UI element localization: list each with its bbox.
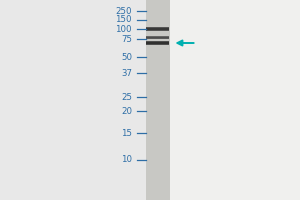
Bar — [146, 30, 169, 31]
Text: 75: 75 — [121, 34, 132, 44]
Text: 10: 10 — [121, 156, 132, 164]
Text: 25: 25 — [121, 92, 132, 102]
Bar — [169, 0, 300, 200]
Text: 50: 50 — [121, 52, 132, 62]
Text: 37: 37 — [121, 68, 132, 77]
Bar — [146, 42, 170, 43]
Text: 20: 20 — [121, 107, 132, 116]
Bar — [146, 29, 170, 30]
Bar — [146, 41, 169, 42]
Text: 150: 150 — [116, 16, 132, 24]
Text: 100: 100 — [116, 24, 132, 33]
Bar — [146, 43, 170, 44]
Bar — [146, 38, 169, 39]
Bar — [146, 37, 170, 38]
Bar — [146, 28, 170, 29]
Bar — [146, 44, 169, 45]
Text: 250: 250 — [116, 6, 132, 16]
Bar — [146, 27, 169, 28]
Text: 15: 15 — [121, 129, 132, 138]
Bar — [146, 0, 170, 200]
Bar — [146, 36, 169, 37]
